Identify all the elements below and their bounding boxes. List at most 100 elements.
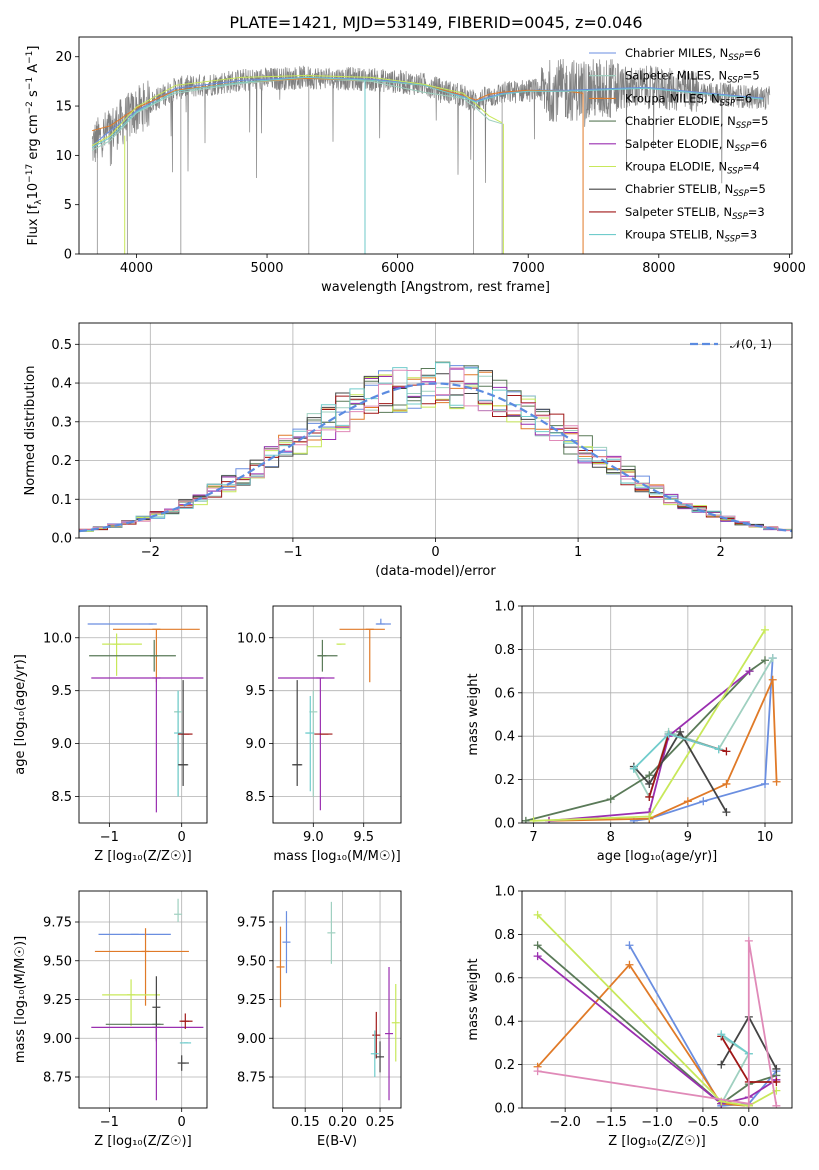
panel-mass-vs-ebv: 0.15 0.20 0.25 8.75 9.00 9.25 9.50 9.75 E(B-V) — [237, 890, 402, 1149]
spectrum-xtick-label-5: 9000 — [773, 261, 806, 276]
mass-vs-ebv-point-5 — [372, 1011, 381, 1059]
mass-weight-vs-age-marker-1-4 — [768, 654, 777, 663]
mass-weight-vs-age-marker-4-3 — [745, 667, 754, 676]
spectrum-ylabel-part-3: −17 — [25, 164, 35, 183]
mass-weight-vs-Z-xtick-label-0: −2.0 — [549, 1115, 581, 1130]
spectrum-ylabel: Flux [fλ10−17 erg cm−2 s−1 A−1] — [25, 46, 44, 246]
mass-weight-vs-Z-series-2 — [536, 963, 749, 1107]
mass-weight-vs-Z-ytick-label-3: 0.6 — [494, 971, 515, 986]
legend-nssp-5: 4 — [752, 160, 759, 174]
mass-vs-Z-frame — [78, 890, 208, 1109]
mass-weight-vs-Z-ytick-label-4: 0.8 — [494, 928, 515, 943]
mass-weight-vs-Z-marker-2-1 — [625, 960, 634, 969]
spectrum-ytick-label-1: 5 — [64, 198, 72, 213]
legend-eq-4: = — [750, 137, 760, 151]
mass-vs-Z-ytick-label-1: 9.00 — [43, 1032, 72, 1047]
legend-ssp-7: SSP — [732, 212, 748, 222]
legend-label-3: Chabrier ELODIE, NSSP=5 — [625, 114, 768, 131]
mass-weight-vs-age-series-4 — [548, 670, 751, 822]
mass-weight-vs-Z-xtick-label-2: −1.0 — [641, 1115, 673, 1130]
spectrum-ylabel-part-6: s — [26, 90, 41, 101]
legend-label-6: Chabrier STELIB, NSSP=5 — [625, 182, 766, 199]
legend-n-3: , N — [720, 114, 736, 128]
mass-weight-vs-Z-marker-3-0 — [533, 941, 542, 950]
mass-weight-vs-Z-ytick-label-0: 0.0 — [494, 1102, 515, 1117]
mass-vs-Z-ytick-label-2: 9.25 — [43, 993, 72, 1008]
mass-weight-vs-Z-xlabel: Z [log₁₀(Z/Z☉)] — [608, 1134, 705, 1149]
panel-age-vs-mass: 9.0 9.5 8.5 9.0 9.5 10.0 mass [log₁₀(M/M☉)] — [237, 605, 402, 864]
mass-weight-vs-Z-marker-5-0 — [533, 910, 542, 919]
mass-weight-vs-age-xtick-label-2: 9 — [684, 830, 692, 845]
mass-weight-vs-Z-marker-9-3 — [772, 1101, 781, 1108]
legend-name-4: Salpeter ELODIE — [625, 137, 719, 151]
mass-weight-vs-age-ytick-label-4: 0.8 — [494, 643, 515, 658]
mass-weight-vs-age-marker-2-2 — [683, 797, 692, 806]
spectrum-model-4 — [91, 76, 764, 148]
spectrum-ylabel-part-4: erg cm — [26, 114, 41, 163]
mass-vs-ebv-xtick-label-0: 0.15 — [291, 1115, 320, 1130]
mass-vs-ebv-frame — [272, 890, 402, 1109]
mass-vs-Z-ylabel: mass [log₁₀(M/M☉)] — [13, 936, 28, 1063]
mass-vs-Z-point-6 — [91, 1026, 204, 1101]
mass-weight-vs-age-series-0 — [633, 658, 774, 822]
spectrum-ytick-label-3: 15 — [55, 100, 72, 115]
mass-weight-vs-age-marker-5-2 — [761, 625, 769, 634]
legend-ssp-5: SSP — [727, 167, 743, 177]
mass-weight-vs-age-marker-7-2 — [722, 747, 731, 756]
age-vs-mass-point-3 — [317, 639, 338, 672]
spectrum-ylabel-part-1: λ — [34, 199, 44, 205]
legend-nssp-6: 5 — [759, 182, 766, 196]
legend-label-2: Kroupa MILES, NSSP=6 — [625, 91, 752, 108]
residuals-xtick-label-3: 1 — [574, 545, 582, 560]
legend-eq-5: = — [743, 160, 753, 174]
mass-weight-vs-Z-marker-0-0 — [625, 941, 634, 950]
spectrum-xlabel: wavelength [Angstrom, rest frame] — [321, 280, 550, 295]
histogram-series-8 — [79, 362, 792, 531]
mass-weight-vs-age-ylabel: mass weight — [466, 673, 481, 755]
age-vs-Z-ytick-label-0: 8.5 — [51, 790, 72, 805]
age-vs-Z-ytick-label-2: 9.5 — [51, 684, 72, 699]
spectrum-ylabel-part-0: Flux [f — [26, 204, 41, 245]
mass-weight-vs-Z-marker-7-2 — [772, 1077, 781, 1086]
age-vs-Z-frame — [78, 605, 208, 824]
mass-weight-vs-Z-marker-8-0 — [717, 1030, 726, 1039]
mass-weight-vs-age-marker-2-5 — [772, 777, 781, 786]
panel-mass-vs-Z: −1 0 8.75 9.00 9.25 9.50 9.75 Z [log₁₀(Z/Z☉)] ma… — [13, 890, 208, 1149]
mass-vs-ebv-point-2 — [327, 901, 336, 964]
legend-normal-label: 𝒩(0, 1) — [730, 337, 772, 351]
legend-n-0: , N — [712, 46, 728, 60]
legend-name-3: Chabrier ELODIE — [625, 114, 720, 128]
mass-vs-ebv-ytick-label-2: 9.25 — [237, 993, 266, 1008]
legend-n-7: , N — [716, 205, 732, 219]
mass-weight-vs-age-marker-0-2 — [699, 797, 708, 806]
residuals-ytick-label-5: 0.5 — [51, 338, 72, 353]
spectrum-xtick-label-2: 6000 — [381, 261, 414, 276]
legend-n-5: , N — [711, 160, 727, 174]
legend-eq-0: = — [744, 46, 754, 60]
mass-weight-vs-age-xlabel: age [log₁₀(age/yr)] — [597, 849, 718, 864]
panel-age-vs-Z: −1 0 8.5 9.0 9.5 10.0 Z [log₁₀(Z/Z☉)] age [log₁… — [13, 605, 208, 864]
mass-weight-vs-age-plot — [522, 625, 781, 823]
legend-ssp-0: SSP — [728, 53, 744, 63]
legend-name-2: Kroupa MILES — [625, 91, 704, 105]
legend-ssp-6: SSP — [733, 189, 749, 199]
mass-vs-ebv-ytick-label-0: 8.75 — [237, 1071, 266, 1086]
mass-weight-vs-age-frame — [521, 605, 793, 824]
mass-weight-vs-Z-xtick-label-3: −0.5 — [687, 1115, 719, 1130]
mass-weight-vs-Z-ylabel: mass weight — [466, 958, 481, 1040]
normal-reference-curve — [79, 382, 792, 533]
spectrum-ylabel-part-2: 10 — [26, 183, 41, 200]
mass-weight-vs-age-xtick-label-0: 7 — [529, 830, 537, 845]
mass-weight-vs-Z-series-5 — [536, 914, 777, 1107]
mass-vs-Z-ytick-label-3: 9.50 — [43, 954, 72, 969]
spectrum-xtick-label-1: 5000 — [250, 261, 283, 276]
mass-weight-vs-Z-marker-6-0 — [717, 1060, 726, 1069]
legend-n-8: , N — [709, 228, 725, 242]
mass-weight-vs-Z-series-4 — [537, 955, 777, 1105]
mass-weight-vs-age-marker-3-4 — [761, 656, 769, 665]
age-vs-mass-point-0 — [375, 618, 391, 625]
mass-vs-Z-point-0 — [174, 898, 183, 922]
mass-weight-vs-age-marker-5-1 — [645, 812, 654, 821]
residuals-ytick-label-3: 0.3 — [51, 415, 72, 430]
age-vs-mass-ytick-label-3: 10.0 — [237, 631, 266, 646]
